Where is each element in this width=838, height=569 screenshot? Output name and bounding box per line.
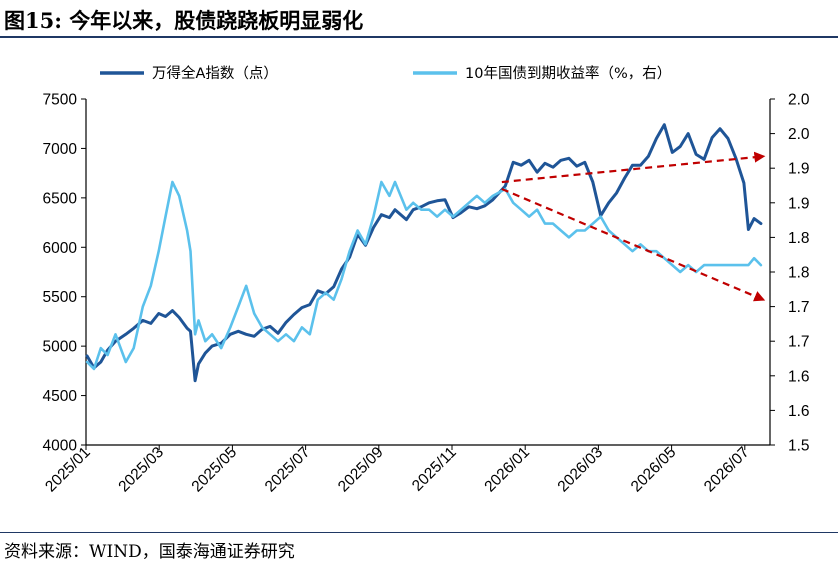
left-tick-label: 6000: [43, 240, 78, 257]
right-tick-label: 1.6: [788, 403, 810, 420]
chart-legend: 万得全A指数（点） 10年国债到期收益率（%，右）: [100, 64, 671, 82]
right-tick-label: 1.7: [788, 334, 810, 351]
x-tick-label: 2026/07: [701, 444, 753, 496]
legend-label-2: 10年国债到期收益率（%，右）: [465, 65, 671, 82]
right-tick-label: 1.7: [788, 299, 810, 316]
x-tick-label: 2026/05: [628, 444, 680, 496]
left-tick-label: 6500: [43, 190, 78, 207]
legend-label-1: 万得全A指数（点）: [152, 64, 278, 82]
figure-title: 图15: 今年以来，股债跷跷板明显弱化: [4, 5, 363, 35]
trend-arrow-1: [501, 151, 766, 184]
x-tick-label: 2025/11: [409, 444, 460, 495]
series-line-1: [85, 123, 763, 383]
annotation-layer: [501, 151, 766, 302]
x-tick-label: 2026/01: [481, 444, 533, 496]
right-tick-label: 2.0: [788, 92, 810, 109]
right-tick-label: 1.9: [788, 161, 810, 178]
x-tick-label: 2025/03: [115, 444, 167, 496]
figure-number: 图15:: [4, 8, 62, 33]
right-tick-label: 1.5: [788, 438, 810, 455]
right-tick-label: 1.6: [788, 368, 810, 385]
right-tick-label: 1.9: [788, 195, 810, 212]
title-bar: 图15: 今年以来，股债跷跷板明显弱化: [0, 0, 838, 38]
figure-title-text: 今年以来，股债跷跷板明显弱化: [69, 9, 364, 33]
x-tick-label: 2025/07: [262, 444, 314, 496]
right-tick-label: 1.8: [788, 230, 810, 247]
trend-arrow-2: [501, 187, 766, 302]
right-tick-label: 2.0: [788, 126, 810, 143]
left-tick-label: 5500: [43, 289, 78, 306]
left-tick-label: 4500: [43, 388, 78, 405]
right-tick-label: 1.8: [788, 265, 810, 282]
series-layer: [85, 123, 763, 383]
left-tick-label: 5000: [43, 339, 78, 356]
bottom-rule: [0, 532, 838, 533]
x-tick-label: 2025/05: [189, 444, 241, 496]
left-tick-label: 7500: [43, 92, 78, 109]
x-tick-label: 2026/03: [555, 444, 607, 496]
dual-axis-line-chart: 万得全A指数（点） 10年国债到期收益率（%，右） 7500 7000 6500 600…: [42, 64, 810, 496]
series-line-2: [85, 180, 763, 371]
left-tick-label: 4000: [43, 438, 78, 455]
left-tick-label: 7000: [43, 141, 78, 158]
x-tick-label: 2025/09: [335, 444, 387, 496]
source-note: 资料来源：WIND，国泰海通证券研究: [4, 542, 295, 562]
